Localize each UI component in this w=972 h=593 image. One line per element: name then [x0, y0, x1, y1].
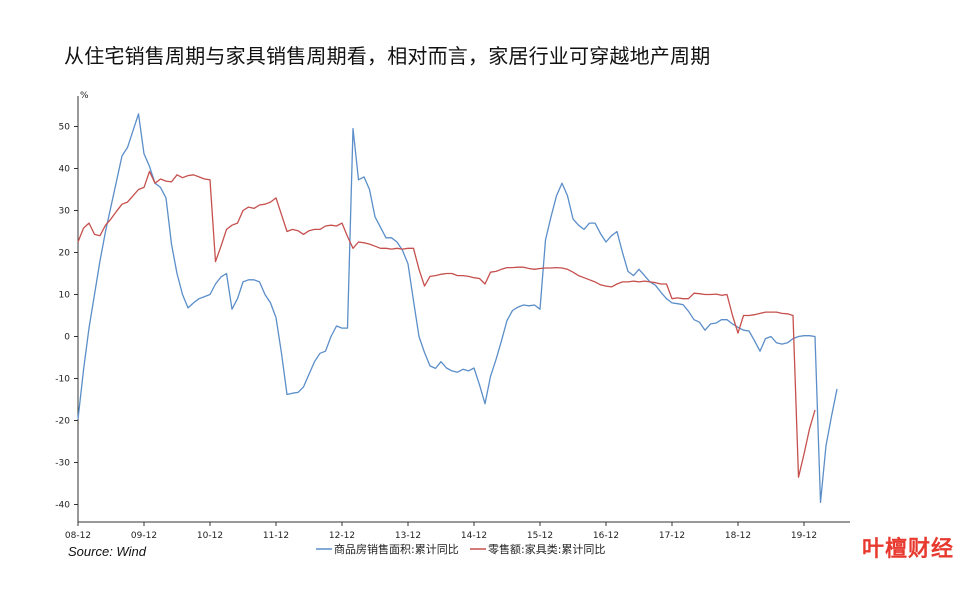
- x-tick-label: 09-12: [131, 531, 157, 541]
- x-tick-label: 17-12: [659, 531, 685, 541]
- series-line-1: [77, 113, 838, 504]
- y-tick-labels: 50 40 30 20 10 0 -10 -20 -30 -40%: [55, 91, 89, 511]
- watermark-logo: 叶檀财经: [862, 537, 955, 562]
- y-tick-label: 10: [59, 291, 71, 301]
- source-note: Source: Wind: [68, 544, 146, 559]
- chart-axes: [74, 96, 850, 526]
- legend-label-2: 零售额:家具类:累计同比: [488, 542, 605, 556]
- chart-title: 从住宅销售周期与家具销售周期看，相对而言，家居行业可穿越地产周期: [64, 44, 711, 68]
- y-tick-label: 30: [59, 207, 71, 217]
- y-tick-label: 0: [64, 333, 70, 343]
- x-tick-label: 12-12: [329, 531, 355, 541]
- y-tick-label: -10: [55, 375, 70, 385]
- y-tick-label: -40: [55, 501, 70, 511]
- x-tick-label: 10-12: [197, 531, 223, 541]
- legend-label-1: 商品房销售面积:累计同比: [334, 542, 459, 556]
- x-tick-label: 11-12: [263, 531, 289, 541]
- chart-legend: 商品房销售面积:累计同比 零售额:家具类:累计同比: [316, 542, 605, 556]
- series-lines: [77, 113, 838, 504]
- x-tick-label: 15-12: [527, 531, 553, 541]
- y-axis-unit-label: %: [80, 91, 89, 101]
- x-tick-label: 13-12: [395, 531, 421, 541]
- x-tick-label: 18-12: [725, 531, 751, 541]
- x-tick-label: 14-12: [461, 531, 487, 541]
- y-tick-label: -20: [55, 417, 70, 427]
- x-tick-label: 19-12: [791, 531, 817, 541]
- x-tick-label: 08-12: [65, 531, 91, 541]
- series-line-2: [77, 170, 816, 478]
- y-tick-label: 40: [59, 165, 71, 175]
- y-tick-label: -30: [55, 459, 70, 469]
- y-tick-label: 50: [59, 123, 71, 133]
- x-tick-label: 16-12: [593, 531, 619, 541]
- x-tick-labels: 08-12 09-12 10-12 11-12 12-12 13-12 14-12 15-12…: [65, 531, 817, 541]
- y-tick-label: 20: [59, 249, 71, 259]
